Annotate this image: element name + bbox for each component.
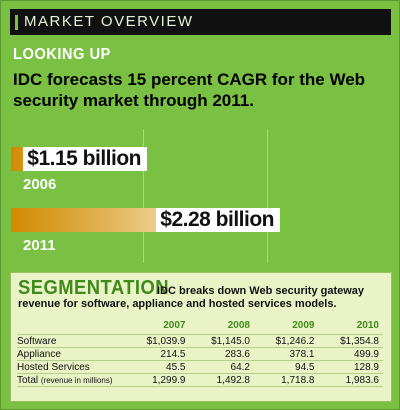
- table-header-year: 2010: [356, 320, 379, 331]
- table-cell: 378.1: [254, 347, 319, 361]
- chart-gridline: [143, 129, 144, 263]
- category-label: 2011: [23, 237, 56, 254]
- table-row: Hosted Services 45.5 64.2 94.5 128.9: [17, 360, 383, 374]
- chart-gridline: [267, 129, 268, 263]
- table-cell: 1,983.6: [318, 373, 383, 387]
- table-header-row: 2007 2008 2009 2010: [17, 319, 383, 335]
- table-cell: 214.5: [125, 347, 190, 361]
- table-cell: 94.5: [254, 360, 319, 374]
- table-header-blank: [17, 319, 125, 335]
- table-cell: $1,354.8: [318, 334, 383, 348]
- table-row: Appliance 214.5 283.6 378.1 499.9: [17, 347, 383, 361]
- table-cell: $1,039.9: [125, 334, 190, 348]
- header-bar: MARKET OVERVIEW: [10, 9, 391, 35]
- bar-2006: $1.15 billion: [11, 147, 147, 171]
- table-cell: 1,299.9: [125, 373, 190, 387]
- segmentation-description: IDC breaks down Web security gateway rev…: [18, 285, 365, 310]
- table-cell: $1,145.0: [189, 334, 254, 348]
- segmentation-panel: SEGMENTATION IDC breaks down Web securit…: [10, 272, 392, 402]
- segmentation-title: SEGMENTATION: [18, 277, 170, 299]
- table-header-year: 2009: [292, 320, 315, 331]
- table-cell: $1,246.2: [254, 334, 319, 348]
- table-cell: 128.9: [318, 360, 383, 374]
- total-label: Total: [17, 374, 39, 386]
- table-cell: 64.2: [189, 360, 254, 374]
- kicker: LOOKING UP: [13, 46, 111, 63]
- table-cell: 1,718.8: [254, 373, 319, 387]
- table-cell: 1,492.8: [189, 373, 254, 387]
- table-row: Software $1,039.9 $1,145.0 $1,246.2 $1,3…: [17, 334, 383, 348]
- bar-value-label: $2.28 billion: [156, 208, 280, 232]
- category-label: 2006: [23, 176, 57, 193]
- total-row-label: Total (revenue in millions): [17, 373, 125, 387]
- headline: IDC forecasts 15 percent CAGR for the We…: [13, 70, 366, 110]
- row-label: Hosted Services: [17, 360, 125, 374]
- bar-chart: $1.15 billion 2006 $2.28 billion 2011: [11, 129, 391, 263]
- table-cell: 283.6: [189, 347, 254, 361]
- row-label: Appliance: [17, 347, 125, 361]
- table-header-year: 2008: [227, 320, 250, 331]
- total-note: (revenue in millions): [40, 375, 113, 385]
- table-cell: 45.5: [125, 360, 190, 374]
- segmentation-table: 2007 2008 2009 2010 Software $1,039.9 $1…: [17, 319, 383, 387]
- table-cell: 499.9: [318, 347, 383, 361]
- bar-2011: $2.28 billion: [11, 208, 280, 232]
- header-accent-mark: [15, 15, 18, 30]
- bar-value-label: $1.15 billion: [23, 147, 147, 171]
- header-title: MARKET OVERVIEW: [24, 13, 194, 30]
- row-label: Software: [17, 334, 125, 348]
- table-header-year: 2007: [163, 320, 186, 331]
- table-total-row: Total (revenue in millions) 1,299.9 1,49…: [17, 373, 383, 387]
